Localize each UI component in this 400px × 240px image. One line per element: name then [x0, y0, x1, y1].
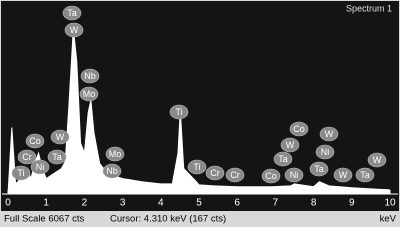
peak-label: W	[70, 25, 79, 35]
peak-badge	[11, 165, 31, 181]
peak-label: Ni	[321, 147, 330, 157]
peak-badge	[205, 165, 225, 181]
peak-badge	[284, 167, 304, 183]
x-axis-label: keV	[380, 214, 397, 225]
x-tick-label: 8	[311, 198, 317, 209]
peak-badge	[80, 68, 100, 84]
full-scale: Full Scale 6067 cts	[4, 214, 85, 225]
peak-badge	[64, 22, 84, 38]
peak-label: Mo	[83, 89, 96, 99]
peak-label: Ni	[36, 162, 45, 172]
peak-badge	[30, 159, 50, 175]
x-tick-label: 4	[158, 198, 164, 209]
peak-label: Co	[29, 136, 41, 146]
peak-badge	[309, 161, 329, 177]
peak-label: Cr	[22, 152, 32, 162]
peak-label: Cr	[230, 170, 240, 180]
peak-label: W	[325, 129, 334, 139]
peak-label: Nb	[84, 71, 96, 81]
peak-badge	[25, 133, 45, 149]
peak-label: Ti	[175, 107, 182, 117]
peak-badge	[367, 152, 387, 168]
peak-badge	[315, 144, 335, 160]
cursor-readout: Cursor: 4.310 keV (167 cts)	[110, 214, 226, 225]
x-tick-label: 3	[120, 198, 126, 209]
peak-label: Ta	[360, 170, 370, 180]
peak-label: W	[373, 155, 382, 165]
peak-label: Ti	[17, 168, 24, 178]
x-tick-label: 6	[234, 198, 240, 209]
peak-badge	[261, 168, 281, 184]
x-tick-label: 10	[384, 198, 396, 209]
spectrum-line	[7, 28, 391, 195]
peak-badge	[225, 167, 245, 183]
peak-label: Ti	[193, 162, 200, 172]
peak-label: W	[339, 170, 348, 180]
peak-badge	[102, 163, 122, 179]
peak-label: Nb	[106, 166, 118, 176]
peak-badge	[355, 167, 375, 183]
x-tick-label: 9	[349, 198, 355, 209]
peak-badge	[280, 137, 300, 153]
peak-badge	[169, 104, 189, 120]
peak-label: Ta	[52, 152, 62, 162]
x-tick-label: 5	[196, 198, 202, 209]
x-tick-label: 0	[5, 198, 11, 209]
peak-label: Ta	[278, 154, 288, 164]
peak-badge	[333, 167, 353, 183]
peak-label: Mo	[109, 149, 122, 159]
peak-label: Co	[293, 124, 305, 134]
peak-label: W	[286, 140, 295, 150]
peak-badge	[289, 121, 309, 137]
peak-label: Ta	[314, 164, 324, 174]
x-tick-label: 7	[273, 198, 279, 209]
peak-badge	[187, 159, 207, 175]
chart: Spectrum 1 Full Scale 6067 cts Cursor: 4…	[0, 0, 400, 227]
peak-label: W	[56, 132, 65, 142]
peak-badge	[47, 149, 67, 165]
peak-badge	[273, 151, 293, 167]
peak-label: Cr	[210, 168, 220, 178]
peak-label: Ni	[290, 170, 299, 180]
peak-badge	[105, 146, 125, 162]
peak-badge	[17, 149, 37, 165]
peak-badge	[62, 5, 82, 21]
x-tick-label: 2	[82, 198, 88, 209]
peak-badge	[319, 126, 339, 142]
chart-title: Spectrum 1	[346, 3, 392, 13]
peak-label: Co	[265, 171, 277, 181]
peak-badge	[79, 86, 99, 102]
peak-badge	[50, 129, 70, 145]
x-tick-label: 1	[43, 198, 49, 209]
peak-label: Ta	[67, 8, 77, 18]
